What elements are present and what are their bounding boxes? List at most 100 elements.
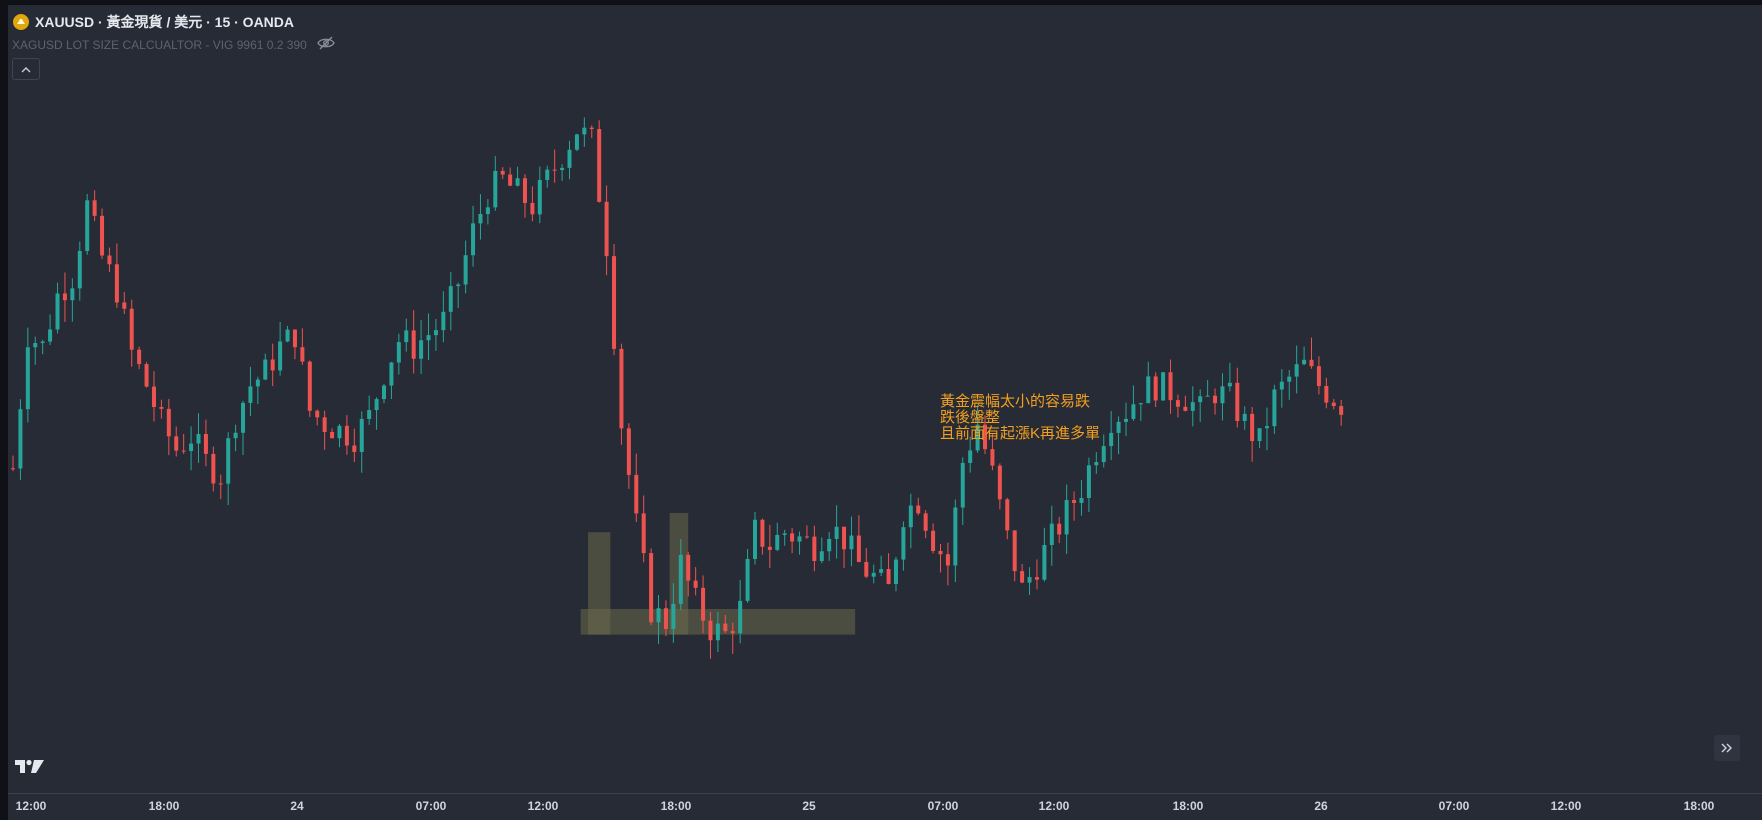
candle-up bbox=[1264, 426, 1269, 429]
candle-down bbox=[1235, 382, 1240, 421]
candle-up bbox=[582, 127, 587, 135]
scroll-to-realtime-button[interactable] bbox=[1714, 735, 1740, 761]
chart-pane[interactable]: 黃金震幅太小的容易跌 跌後盤整 且前面有起漲K再進多單 bbox=[8, 5, 1762, 793]
candle-up bbox=[85, 200, 90, 251]
candle-up bbox=[18, 409, 23, 469]
candle-down bbox=[760, 519, 765, 547]
candle-up bbox=[960, 462, 965, 508]
indicator-legend[interactable]: XAGUSD LOT SIZE CALCUALTOR - VIG 9961 0.… bbox=[12, 36, 335, 53]
candle-down bbox=[330, 432, 335, 439]
candle-up bbox=[55, 293, 60, 330]
x-tick-label: 12:00 bbox=[527, 799, 559, 813]
chevron-up-icon bbox=[21, 66, 31, 72]
candle-up bbox=[255, 379, 260, 387]
candle-down bbox=[1072, 500, 1077, 503]
candle-down bbox=[686, 554, 691, 581]
candle-down bbox=[1183, 406, 1188, 411]
candle-up bbox=[382, 385, 386, 400]
candle-up bbox=[1064, 500, 1069, 535]
candle-up bbox=[537, 179, 542, 215]
candle-down bbox=[166, 408, 171, 437]
candle-up bbox=[1205, 395, 1210, 397]
candle-down bbox=[1020, 571, 1025, 583]
candle-up bbox=[433, 330, 438, 336]
candle-down bbox=[114, 264, 119, 303]
candle-down bbox=[322, 417, 327, 433]
candle-up bbox=[1279, 381, 1284, 390]
candle-up bbox=[389, 362, 394, 386]
annotation-line-2: 跌後盤整 bbox=[940, 409, 1001, 426]
candle-down bbox=[552, 169, 557, 171]
candle-down bbox=[1168, 372, 1173, 401]
candle-down bbox=[1331, 402, 1336, 407]
candle-up bbox=[975, 424, 980, 451]
candle-up bbox=[908, 505, 913, 528]
candle-down bbox=[626, 428, 631, 475]
candle-down bbox=[62, 293, 67, 301]
candle-down bbox=[886, 569, 891, 584]
candle-down bbox=[292, 329, 297, 348]
candle-up bbox=[1094, 462, 1099, 466]
candle-up bbox=[25, 347, 30, 410]
candle-down bbox=[1034, 577, 1039, 580]
candle-up bbox=[834, 526, 839, 539]
time-axis[interactable]: 12:00 18:00 24 07:00 12:00 18:00 25 07:0… bbox=[8, 793, 1762, 820]
candle-down bbox=[701, 587, 706, 621]
candle-up bbox=[1109, 432, 1114, 447]
x-tick-label: 18:00 bbox=[1172, 799, 1204, 813]
candle-down bbox=[1309, 359, 1314, 367]
candle-down bbox=[1316, 366, 1321, 386]
candle-up bbox=[567, 149, 572, 168]
candle-down bbox=[767, 546, 772, 550]
candle-down bbox=[931, 530, 936, 551]
candle-up bbox=[819, 551, 824, 561]
eye-off-icon[interactable] bbox=[317, 36, 335, 53]
candle-up bbox=[574, 134, 579, 150]
candle-down bbox=[352, 445, 357, 452]
candle-down bbox=[307, 361, 312, 411]
symbol-title[interactable]: XAUUSD · 黃金現貨 / 美元 · 15 · OANDA bbox=[35, 14, 295, 30]
candle-down bbox=[129, 308, 134, 350]
candle-down bbox=[790, 533, 795, 542]
candle-down bbox=[100, 215, 105, 256]
candle-down bbox=[856, 535, 861, 562]
candle-down bbox=[804, 536, 809, 538]
candle-up bbox=[285, 329, 290, 342]
x-tick-label: 25 bbox=[802, 799, 816, 813]
candle-up bbox=[775, 534, 780, 550]
candle-up bbox=[1086, 465, 1091, 498]
indicator-label[interactable]: XAGUSD LOT SIZE CALCUALTOR - VIG 9961 0.… bbox=[12, 37, 307, 52]
candle-up bbox=[1138, 403, 1143, 405]
x-tick-label: 07:00 bbox=[1438, 799, 1470, 813]
candle-up bbox=[1242, 413, 1247, 421]
x-tick-label: 12:00 bbox=[15, 799, 47, 813]
candlestick-plot[interactable] bbox=[8, 5, 1762, 793]
candle-down bbox=[604, 201, 609, 257]
candle-down bbox=[663, 608, 668, 629]
candle-up bbox=[827, 538, 832, 552]
candle-down bbox=[997, 465, 1002, 500]
candle-down bbox=[1153, 376, 1158, 401]
candle-up bbox=[1049, 523, 1054, 545]
candle-up bbox=[893, 559, 898, 584]
candle-down bbox=[159, 407, 164, 409]
tradingview-logo[interactable] bbox=[14, 757, 46, 777]
candle-down bbox=[315, 410, 320, 418]
candle-up bbox=[263, 359, 268, 380]
candle-down bbox=[730, 631, 735, 634]
x-tick-label: 18:00 bbox=[660, 799, 692, 813]
candle-down bbox=[693, 580, 698, 588]
candle-down bbox=[723, 623, 728, 632]
candle-down bbox=[92, 200, 97, 216]
candle-down bbox=[1339, 406, 1344, 415]
annotation-line-3: 且前面有起漲K再進多單 bbox=[940, 425, 1101, 442]
collapse-legend-button[interactable] bbox=[12, 58, 40, 80]
candle-up bbox=[1101, 446, 1106, 463]
candle-up bbox=[797, 536, 802, 542]
candle-down bbox=[923, 513, 928, 531]
candle-up bbox=[337, 425, 342, 439]
symbol-legend[interactable]: XAUUSD · 黃金現貨 / 美元 · 15 · OANDA bbox=[13, 12, 294, 32]
candle-up bbox=[233, 432, 238, 439]
candle-up bbox=[278, 341, 283, 371]
chart-annotation[interactable]: 黃金震幅太小的容易跌 跌後盤整 且前面有起漲K再進多單 bbox=[940, 394, 1100, 442]
